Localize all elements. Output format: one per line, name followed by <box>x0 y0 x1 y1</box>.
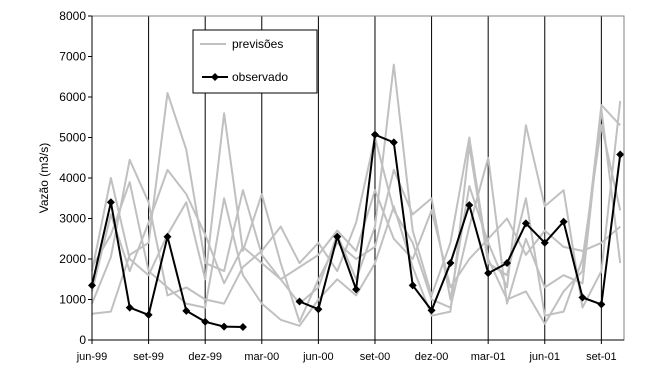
x-tick-label-3: mar-00 <box>244 351 279 363</box>
observed-point-0-8 <box>238 323 247 332</box>
observed-point-1-8 <box>446 259 455 268</box>
legend-box <box>192 29 318 94</box>
y-tick-label-1000: 1000 <box>59 293 86 307</box>
observed-point-1-15 <box>578 293 587 302</box>
observed-point-1-10 <box>484 269 493 278</box>
y-tick-label-5000: 5000 <box>59 131 86 145</box>
observed-point-0-7 <box>220 322 229 331</box>
forecast-series-line-0 <box>91 63 621 325</box>
y-tick-label-4000: 4000 <box>59 171 86 185</box>
forecast-series-line-1 <box>91 100 622 323</box>
observed-point-0-2 <box>125 303 134 312</box>
x-tick-label-7: mar-01 <box>471 351 506 363</box>
observed-point-1-2 <box>333 232 342 241</box>
legend: previsões observado <box>192 29 318 94</box>
y-tick-label-0: 0 <box>79 333 86 347</box>
legend-label-observado: observado <box>232 70 288 84</box>
observed-point-1-9 <box>465 201 474 210</box>
x-tick-label-4: jun-00 <box>302 351 334 363</box>
observed-point-1-7 <box>427 306 436 315</box>
observed-point-1-17 <box>616 150 625 159</box>
x-tick-label-6: dez-00 <box>415 351 449 363</box>
forecast-series-layer <box>91 63 622 327</box>
legend-label-previsoes: previsões <box>232 37 283 51</box>
observed-point-1-1 <box>314 305 323 314</box>
y-tick-label-3000: 3000 <box>59 212 86 226</box>
y-axis-label: Vazão (m3/s) <box>37 143 51 213</box>
observed-point-1-16 <box>597 300 606 309</box>
observed-point-1-11 <box>503 259 512 268</box>
observed-series-layer <box>88 130 625 332</box>
observed-point-1-0 <box>295 297 304 306</box>
observed-point-1-5 <box>389 138 398 147</box>
x-tick-label-1: set-99 <box>133 351 164 363</box>
observed-point-0-4 <box>163 232 172 241</box>
observed-point-1-13 <box>540 238 549 247</box>
observed-point-0-3 <box>144 310 153 319</box>
x-tick-label-9: set-01 <box>586 351 617 363</box>
observed-point-0-1 <box>106 198 115 207</box>
observed-point-1-6 <box>408 281 417 290</box>
observed-point-1-4 <box>370 130 379 139</box>
observed-point-0-6 <box>201 317 210 326</box>
x-tick-label-5: set-00 <box>360 351 391 363</box>
y-tick-label-8000: 8000 <box>59 9 86 23</box>
observed-point-0-5 <box>182 306 191 315</box>
forecast-series-line-3 <box>91 168 621 292</box>
observed-series-line-1 <box>299 133 622 312</box>
y-tick-label-6000: 6000 <box>59 90 86 104</box>
y-tick-label-2000: 2000 <box>59 252 86 266</box>
legend-marker-observado <box>211 73 219 81</box>
axis-layer: 0 1000 2000 3000 4000 5000 6000 7000 8000 jun-99 s… <box>59 9 625 363</box>
y-tick-label-7000: 7000 <box>59 50 86 64</box>
observed-point-1-12 <box>521 219 530 228</box>
x-tick-label-2: dez-99 <box>188 351 222 363</box>
observed-point-1-14 <box>559 217 568 226</box>
observed-point-1-3 <box>352 285 361 294</box>
forecast-series-line-4 <box>91 124 622 327</box>
x-tick-label-0: jun-99 <box>76 351 108 363</box>
x-tick-label-8: jun-01 <box>528 351 560 363</box>
